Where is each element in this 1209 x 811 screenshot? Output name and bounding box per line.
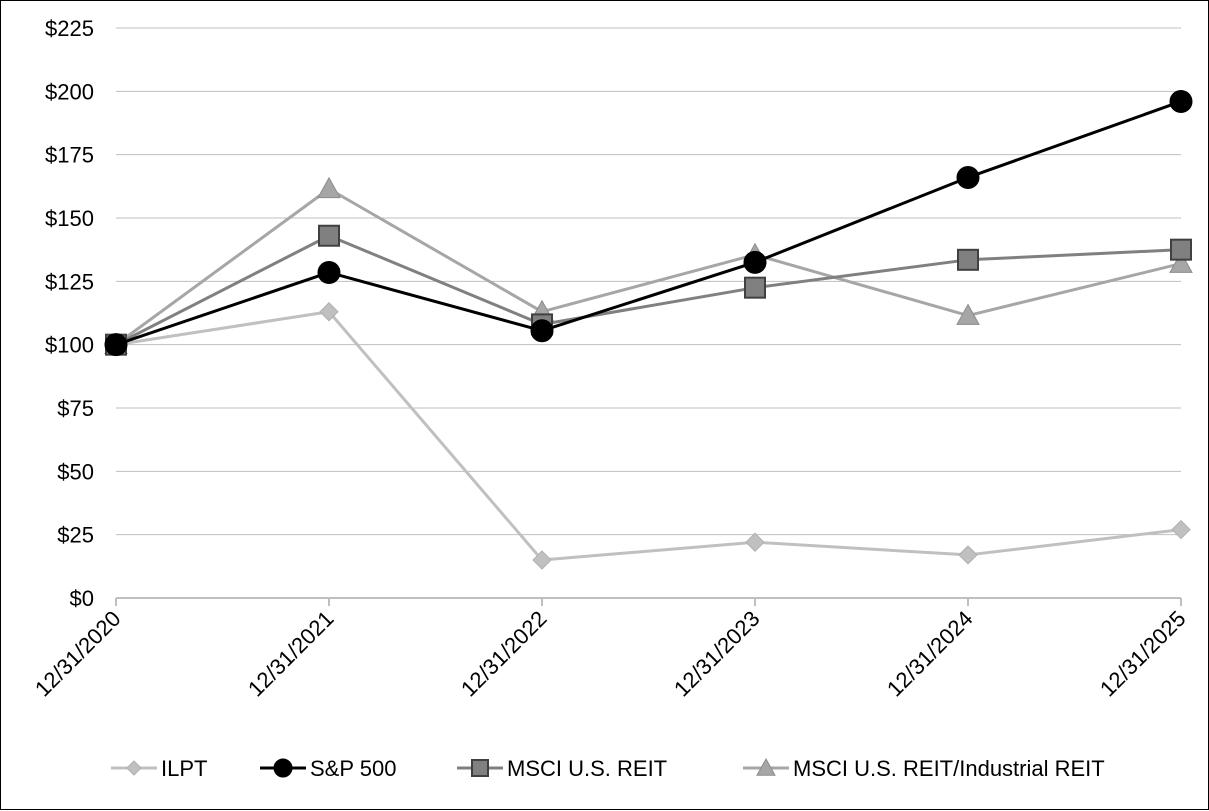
data-point-circle	[530, 319, 554, 343]
x-axis-tick-labels: 12/31/2020 12/31/2021 12/31/2022 12/31/2023…	[30, 606, 1191, 702]
y-axis-tick-labels: $0 $25 $50 $75 $100 $125 $150 $175 $200 $225	[45, 16, 94, 611]
x-tick-label: 12/31/2022	[456, 606, 552, 702]
series-markers	[104, 89, 1193, 570]
data-point-triangle	[317, 176, 341, 199]
data-point-triangle	[956, 303, 980, 325]
y-tick-label: $75	[57, 396, 94, 421]
data-point-square	[1170, 238, 1192, 261]
data-point-diamond	[126, 760, 142, 776]
data-point-triangle	[756, 757, 776, 776]
series-line-msci-u-s-reit-industrial-reit	[115, 187, 1182, 346]
y-tick-label: $175	[45, 143, 94, 168]
data-point-triangle	[1169, 251, 1193, 273]
data-point-circle	[956, 165, 980, 189]
y-tick-label: $225	[45, 16, 94, 41]
data-point-diamond	[1171, 519, 1191, 540]
legend-label: MSCI U.S. REIT/Industrial REIT	[793, 756, 1105, 781]
data-point-square	[471, 759, 489, 777]
data-point-square	[744, 276, 766, 299]
gridlines	[116, 27, 1181, 536]
legend-item: ILPT	[111, 756, 207, 781]
y-tick-label: $125	[45, 269, 94, 294]
legend-label: MSCI U.S. REIT	[507, 756, 667, 781]
y-tick-label: $0	[70, 586, 94, 611]
data-point-square	[957, 248, 979, 271]
data-point-diamond	[958, 545, 978, 565]
y-tick-label: $25	[57, 523, 94, 548]
data-point-circle	[1169, 89, 1193, 113]
y-tick-label: $200	[45, 79, 94, 104]
data-point-circle	[104, 333, 128, 357]
axes	[115, 597, 1182, 606]
data-point-diamond	[745, 532, 765, 552]
y-tick-label: $50	[57, 459, 94, 484]
legend-item: S&P 500	[260, 756, 396, 781]
series-line-ilpt	[115, 310, 1182, 562]
series-line-msci-u-s-reit	[115, 234, 1182, 347]
data-point-circle	[273, 758, 293, 778]
y-tick-label: $150	[45, 206, 94, 231]
series-lines	[115, 100, 1182, 562]
x-tick-label: 12/31/2025	[1095, 606, 1191, 702]
y-tick-label: $100	[45, 333, 94, 358]
x-tick-label: 12/31/2023	[669, 606, 765, 702]
x-tick-label: 12/31/2021	[243, 606, 339, 702]
data-point-square	[318, 224, 340, 247]
series-line-s-p-500	[115, 100, 1182, 347]
data-point-circle	[317, 260, 341, 284]
legend-item: MSCI U.S. REIT	[457, 756, 667, 781]
legend-label: S&P 500	[310, 756, 396, 781]
x-tick-label: 12/31/2020	[30, 606, 126, 702]
data-point-diamond	[319, 302, 339, 322]
legend-label: ILPT	[161, 756, 207, 781]
x-tick-label: 12/31/2024	[882, 606, 978, 702]
data-point-circle	[743, 250, 767, 274]
legend: ILPT S&P 500 MSCI U.S. REIT MSCI U.S. REIT/…	[111, 756, 1105, 781]
legend-item: MSCI U.S. REIT/Industrial REIT	[743, 756, 1105, 781]
data-point-diamond	[532, 550, 552, 570]
